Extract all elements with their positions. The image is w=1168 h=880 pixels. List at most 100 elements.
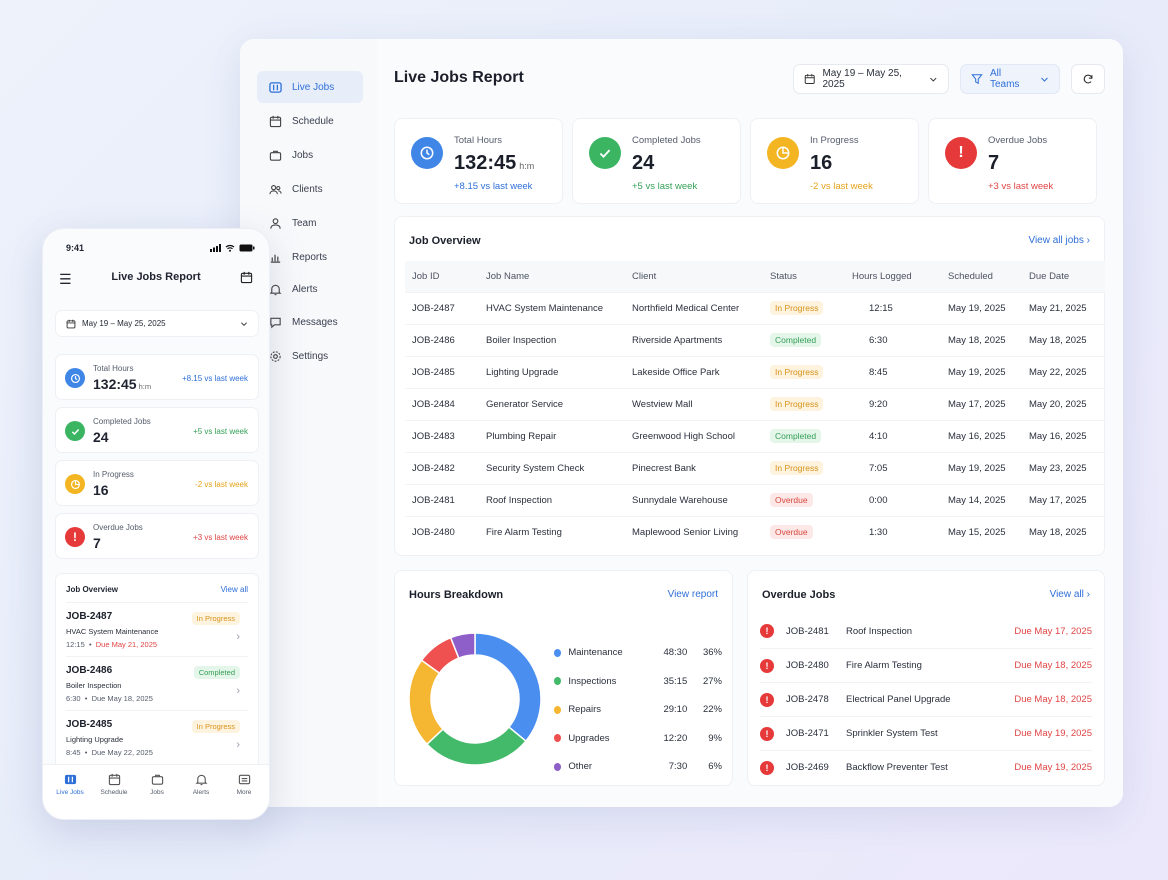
column-header[interactable]: Client bbox=[625, 261, 763, 292]
sidebar-item-jobs[interactable]: Jobs bbox=[257, 139, 363, 171]
sidebar-item-messages[interactable]: Messages bbox=[257, 306, 363, 338]
job-name: Roof Inspection bbox=[846, 625, 913, 637]
menu-icon[interactable]: ☰ bbox=[59, 271, 72, 287]
list-item[interactable]: ! JOB-2469 Backflow Preventer Test Due May … bbox=[760, 750, 1092, 784]
list-item[interactable]: JOB-2485 Lighting Upgrade 8:45 • Due May 2… bbox=[66, 710, 248, 764]
mobile-date-range-picker[interactable]: May 19 – May 25, 2025 bbox=[55, 310, 259, 337]
date-range-label: May 19 – May 25, 2025 bbox=[82, 319, 166, 328]
team-filter-dropdown[interactable]: All Teams bbox=[960, 64, 1060, 94]
scheduled-date: May 19, 2025 bbox=[941, 451, 1022, 484]
user-icon bbox=[270, 217, 281, 229]
stat-label: Overdue Jobs bbox=[988, 135, 1048, 146]
due-date: Due May 18, 2025 bbox=[1014, 694, 1092, 705]
hours-logged: 7:05 bbox=[845, 451, 941, 484]
due-date: Due May 19, 2025 bbox=[1014, 728, 1092, 739]
sidebar-item-team[interactable]: Team bbox=[257, 207, 363, 239]
tab-label: Jobs bbox=[150, 789, 164, 796]
users-icon bbox=[269, 184, 282, 194]
list-item[interactable]: ! JOB-2471 Sprinkler System Test Due May 19… bbox=[760, 716, 1092, 750]
date-range-picker[interactable]: May 19 – May 25, 2025 bbox=[793, 64, 949, 94]
hours-logged: 9:20 bbox=[845, 387, 941, 420]
client-name: Westview Mall bbox=[625, 387, 763, 420]
status-badge: In Progress bbox=[770, 365, 824, 379]
calendar-icon bbox=[66, 319, 76, 328]
sidebar-item-reports[interactable]: Reports bbox=[257, 241, 363, 273]
stat-delta: +3 vs last week bbox=[193, 533, 248, 542]
tab-alerts[interactable]: Alerts bbox=[179, 765, 223, 796]
legend-dot bbox=[554, 648, 562, 657]
hours-logged: 4:10 bbox=[845, 419, 941, 452]
stat-label: Completed Jobs bbox=[632, 135, 701, 146]
table-row[interactable]: JOB-2485 Lighting Upgrade Lakeside Office … bbox=[405, 355, 1105, 388]
alert-icon: ! bbox=[760, 760, 774, 775]
column-header[interactable]: Scheduled bbox=[941, 261, 1022, 292]
status-badge: Completed bbox=[193, 666, 240, 679]
sidebar-item-settings[interactable]: Settings bbox=[257, 340, 363, 372]
table-row[interactable]: JOB-2486 Boiler Inspection Riverside Apart… bbox=[405, 323, 1105, 356]
progress-icon bbox=[767, 137, 799, 169]
tab-schedule[interactable]: Schedule bbox=[92, 765, 136, 796]
section-title: Job Overview bbox=[66, 585, 119, 594]
chevron-down-icon bbox=[930, 77, 937, 82]
sidebar-item-schedule[interactable]: Schedule bbox=[257, 105, 363, 137]
stat-label: In Progress bbox=[810, 135, 859, 146]
column-header[interactable]: Hours Logged bbox=[845, 261, 941, 292]
legend-item: Maintenance 48:30 36% bbox=[554, 647, 722, 658]
calendar-icon[interactable] bbox=[240, 271, 253, 284]
bar-chart-icon bbox=[270, 254, 281, 263]
legend-item: Other 7:30 6% bbox=[554, 761, 722, 772]
status-cell: Overdue bbox=[763, 515, 845, 548]
column-header[interactable]: Job Name bbox=[479, 261, 625, 292]
table-row[interactable]: JOB-2480 Fire Alarm Testing Maplewood Seni… bbox=[405, 515, 1105, 548]
alert-icon: ! bbox=[760, 624, 774, 638]
stat-value: 7 bbox=[988, 152, 1000, 174]
table-row[interactable]: JOB-2481 Roof Inspection Sunnydale Warehou… bbox=[405, 483, 1105, 516]
job-id: JOB-2480 bbox=[786, 660, 829, 671]
sidebar-item-label: Team bbox=[292, 217, 317, 229]
stat-label: Total Hours bbox=[93, 364, 134, 373]
table-row[interactable]: JOB-2484 Generator Service Westview Mall In… bbox=[405, 387, 1105, 420]
donut-slice-maintenance[interactable] bbox=[474, 632, 542, 743]
list-item[interactable]: JOB-2486 Boiler Inspection 6:30 • Due May … bbox=[66, 656, 248, 710]
date-range-label: May 19 – May 25, 2025 bbox=[822, 68, 902, 90]
column-header[interactable]: Status bbox=[763, 261, 845, 292]
job-overview-card: Job Overview View all jobs › Job ID Job N… bbox=[394, 216, 1105, 556]
job-name: Boiler Inspection bbox=[66, 681, 122, 690]
sidebar-item-live-jobs[interactable]: Live Jobs bbox=[257, 71, 363, 103]
list-item[interactable]: ! JOB-2480 Fire Alarm Testing Due May 18, 2… bbox=[760, 648, 1092, 682]
stat-value: 16 bbox=[810, 152, 833, 174]
tab-live-jobs[interactable]: Live Jobs bbox=[48, 765, 92, 796]
column-header[interactable]: Due Date bbox=[1022, 261, 1105, 292]
chevron-down-icon bbox=[1041, 77, 1048, 82]
mobile-page-title: Live Jobs Report bbox=[111, 271, 201, 283]
view-report-link[interactable]: View report bbox=[667, 589, 718, 600]
donut-slice-inspections[interactable] bbox=[425, 725, 527, 766]
stat-delta: +8.15 vs last week bbox=[181, 374, 248, 383]
list-item[interactable]: JOB-2487 HVAC System Maintenance 12:15 • D… bbox=[66, 602, 248, 656]
view-all-link[interactable]: View all bbox=[220, 585, 248, 594]
tab-label: Live Jobs bbox=[56, 789, 84, 796]
stat-label: Completed Jobs bbox=[93, 417, 151, 426]
tab-label: More bbox=[236, 789, 252, 796]
tab-more[interactable]: More bbox=[222, 765, 266, 796]
list-item[interactable]: ! JOB-2481 Roof Inspection Due May 17, 2025 bbox=[760, 614, 1092, 648]
sidebar-item-alerts[interactable]: Alerts bbox=[257, 273, 363, 305]
tab-label: Schedule bbox=[100, 789, 128, 796]
battery-icon bbox=[239, 244, 255, 252]
table-row[interactable]: JOB-2483 Plumbing Repair Greenwood High Sc… bbox=[405, 419, 1105, 452]
legend-percent: 6% bbox=[708, 761, 722, 772]
stat-value: 24 bbox=[93, 429, 109, 445]
legend-dot bbox=[554, 762, 562, 771]
legend-percent: 9% bbox=[708, 732, 722, 744]
tab-jobs[interactable]: Jobs bbox=[135, 765, 179, 796]
sidebar-item-clients[interactable]: Clients bbox=[257, 173, 363, 205]
table-row[interactable]: JOB-2487 HVAC System Maintenance Northfiel… bbox=[405, 291, 1105, 324]
list-item[interactable]: ! JOB-2478 Electrical Panel Upgrade Due May… bbox=[760, 682, 1092, 716]
donut-slice-other[interactable] bbox=[449, 632, 476, 660]
refresh-button[interactable] bbox=[1071, 64, 1105, 94]
legend-hours: 35:15 bbox=[663, 675, 688, 687]
view-all-overdue-link[interactable]: View all › bbox=[1049, 589, 1090, 600]
view-all-jobs-link[interactable]: View all jobs › bbox=[1028, 235, 1090, 246]
column-header[interactable]: Job ID bbox=[405, 261, 479, 292]
table-row[interactable]: JOB-2482 Security System Check Pinecrest B… bbox=[405, 451, 1105, 484]
